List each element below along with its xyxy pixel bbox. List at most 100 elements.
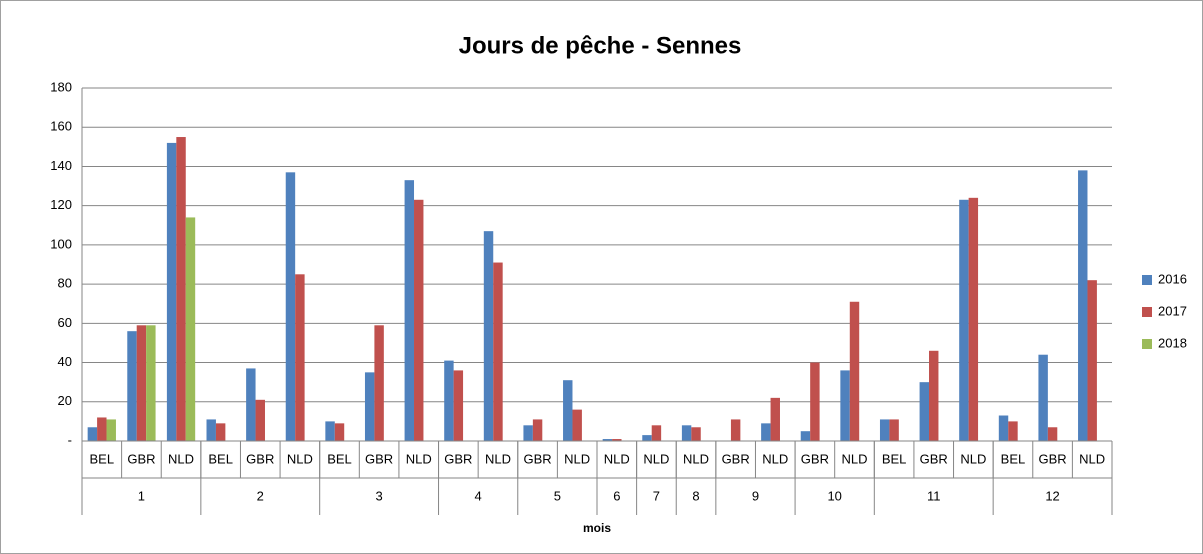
bar bbox=[523, 425, 533, 441]
bar bbox=[800, 431, 811, 441]
x-tick-label: NLD bbox=[604, 451, 630, 466]
bar bbox=[959, 199, 969, 441]
x-tick-label: BEL bbox=[90, 451, 115, 466]
bar bbox=[146, 325, 156, 441]
x-tick-label: NLD bbox=[485, 451, 511, 466]
group-label: 5 bbox=[554, 488, 561, 503]
bar bbox=[255, 399, 265, 441]
bar bbox=[929, 350, 939, 441]
legend-label: 2018 bbox=[1158, 335, 1187, 350]
bar bbox=[998, 415, 1009, 441]
bar bbox=[968, 197, 979, 441]
y-tick-label: 40 bbox=[58, 354, 72, 369]
group-label: 7 bbox=[653, 488, 660, 503]
bar bbox=[532, 419, 543, 441]
y-tick-label: 140 bbox=[50, 158, 72, 173]
bar bbox=[810, 362, 820, 441]
bar bbox=[483, 231, 494, 441]
x-tick-label: GBR bbox=[246, 451, 274, 466]
bar bbox=[879, 419, 890, 441]
bar bbox=[761, 423, 771, 441]
y-tick-label: 60 bbox=[58, 315, 72, 330]
group-label: 2 bbox=[257, 488, 264, 503]
x-tick-label: NLD bbox=[168, 451, 194, 466]
group-label: 8 bbox=[692, 488, 699, 503]
x-tick-label: NLD bbox=[841, 451, 867, 466]
y-tick-label: 120 bbox=[50, 197, 72, 212]
group-label: 11 bbox=[927, 488, 941, 503]
legend-swatch bbox=[1142, 275, 1152, 285]
x-tick-label: NLD bbox=[643, 451, 669, 466]
x-tick-label: BEL bbox=[1001, 451, 1026, 466]
bar bbox=[136, 325, 147, 441]
y-tick-label: 160 bbox=[50, 119, 72, 134]
bar bbox=[1038, 354, 1048, 441]
x-tick-label: NLD bbox=[683, 451, 709, 466]
x-tick-label: NLD bbox=[287, 451, 313, 466]
group-label: 6 bbox=[613, 488, 620, 503]
x-tick-label: BEL bbox=[208, 451, 233, 466]
group-label: 10 bbox=[827, 488, 841, 503]
bar bbox=[106, 419, 116, 441]
group-label: 12 bbox=[1045, 488, 1059, 503]
x-tick-label: NLD bbox=[762, 451, 788, 466]
bar bbox=[840, 370, 850, 441]
bar bbox=[285, 172, 296, 442]
bar bbox=[185, 217, 196, 441]
bar bbox=[444, 360, 454, 441]
bar bbox=[730, 419, 741, 441]
bar bbox=[1047, 427, 1058, 441]
bar bbox=[493, 262, 503, 441]
y-tick-label: 20 bbox=[58, 393, 72, 408]
bar bbox=[849, 301, 860, 441]
bar bbox=[651, 425, 662, 441]
x-tick-label: BEL bbox=[327, 451, 352, 466]
bar bbox=[919, 382, 930, 441]
bar bbox=[1087, 280, 1097, 441]
legend-label: 2017 bbox=[1158, 303, 1187, 318]
x-axis-label: mois bbox=[583, 521, 611, 535]
legend-swatch bbox=[1142, 307, 1152, 317]
bar bbox=[176, 137, 186, 441]
x-tick-label: NLD bbox=[564, 451, 590, 466]
bar bbox=[889, 419, 899, 441]
bar bbox=[364, 372, 375, 441]
x-tick-label: NLD bbox=[1079, 451, 1105, 466]
bar bbox=[215, 423, 226, 441]
y-tick-label: 100 bbox=[50, 236, 72, 251]
bar bbox=[246, 368, 256, 441]
bar bbox=[691, 427, 701, 441]
bar bbox=[325, 421, 335, 441]
bar bbox=[374, 325, 384, 441]
bar bbox=[166, 142, 177, 441]
group-label: 4 bbox=[475, 488, 482, 503]
chart-title: Jours de pêche - Sennes bbox=[459, 32, 742, 59]
bar bbox=[87, 427, 98, 441]
bar bbox=[206, 419, 216, 441]
x-tick-label: GBR bbox=[722, 451, 750, 466]
bar bbox=[127, 331, 137, 441]
group-label: 1 bbox=[138, 488, 145, 503]
bar bbox=[334, 423, 345, 441]
x-tick-label: GBR bbox=[801, 451, 829, 466]
x-tick-label: GBR bbox=[127, 451, 155, 466]
x-tick-label: GBR bbox=[1038, 451, 1066, 466]
bar bbox=[414, 199, 424, 441]
x-tick-label: NLD bbox=[960, 451, 986, 466]
y-tick-label: 180 bbox=[50, 79, 72, 94]
bar bbox=[770, 397, 780, 441]
bar bbox=[642, 435, 652, 441]
x-tick-label: GBR bbox=[444, 451, 472, 466]
bar bbox=[612, 439, 622, 441]
bar bbox=[572, 409, 582, 441]
group-label: 9 bbox=[752, 488, 759, 503]
legend-swatch bbox=[1142, 339, 1152, 349]
x-tick-label: BEL bbox=[882, 451, 907, 466]
x-tick-label: NLD bbox=[406, 451, 432, 466]
x-tick-label: GBR bbox=[365, 451, 393, 466]
bar bbox=[295, 274, 305, 441]
legend-label: 2016 bbox=[1158, 271, 1187, 286]
bar bbox=[1078, 170, 1088, 441]
bar bbox=[1008, 421, 1018, 441]
